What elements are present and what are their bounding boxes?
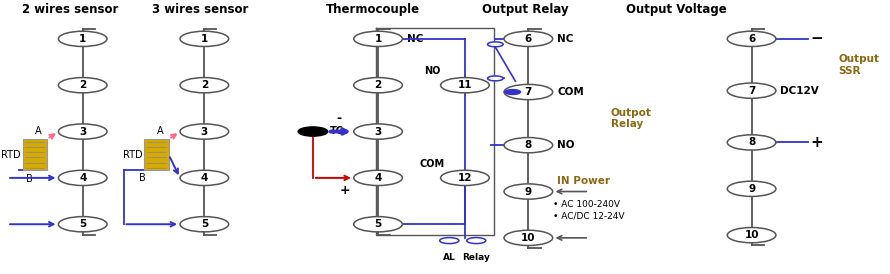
Circle shape bbox=[440, 238, 459, 244]
Text: DC12V: DC12V bbox=[781, 86, 819, 96]
Circle shape bbox=[298, 127, 328, 136]
Text: B: B bbox=[27, 174, 33, 184]
Circle shape bbox=[441, 170, 490, 185]
Text: 9: 9 bbox=[748, 184, 755, 194]
Text: 4: 4 bbox=[200, 173, 208, 183]
Text: 7: 7 bbox=[748, 86, 756, 96]
Circle shape bbox=[505, 90, 521, 95]
Text: B: B bbox=[139, 173, 146, 183]
Circle shape bbox=[180, 78, 229, 93]
Text: • AC 100-240V: • AC 100-240V bbox=[553, 200, 619, 209]
Text: A: A bbox=[35, 126, 42, 136]
Circle shape bbox=[466, 238, 486, 244]
Circle shape bbox=[59, 31, 107, 47]
Text: IN Power: IN Power bbox=[557, 176, 610, 186]
Circle shape bbox=[727, 31, 776, 47]
Text: 1: 1 bbox=[79, 34, 86, 44]
Text: 3: 3 bbox=[79, 127, 86, 136]
Text: 6: 6 bbox=[525, 34, 532, 44]
Text: Output Voltage: Output Voltage bbox=[626, 3, 726, 16]
Text: 4: 4 bbox=[375, 173, 382, 183]
Text: 8: 8 bbox=[748, 138, 756, 147]
Circle shape bbox=[441, 78, 490, 93]
Text: 3 wires sensor: 3 wires sensor bbox=[152, 3, 248, 16]
Text: 11: 11 bbox=[457, 80, 473, 90]
Circle shape bbox=[727, 135, 776, 150]
Text: 1: 1 bbox=[201, 34, 208, 44]
Circle shape bbox=[353, 78, 402, 93]
Text: 6: 6 bbox=[748, 34, 756, 44]
Text: +: + bbox=[340, 184, 351, 197]
Text: +: + bbox=[811, 135, 823, 150]
Circle shape bbox=[180, 124, 229, 139]
Text: TC: TC bbox=[330, 126, 344, 136]
Text: 8: 8 bbox=[525, 140, 532, 150]
Circle shape bbox=[504, 184, 553, 199]
Circle shape bbox=[504, 31, 553, 47]
Text: NO: NO bbox=[424, 67, 441, 76]
Text: B: B bbox=[150, 143, 157, 153]
Circle shape bbox=[180, 31, 229, 47]
Circle shape bbox=[180, 217, 229, 232]
Text: −: − bbox=[811, 31, 823, 46]
Text: 2 wires sensor: 2 wires sensor bbox=[22, 3, 118, 16]
Bar bbox=[23, 139, 47, 170]
Circle shape bbox=[353, 124, 402, 139]
Text: Thermocouple: Thermocouple bbox=[326, 3, 420, 16]
Text: 9: 9 bbox=[525, 187, 532, 196]
Circle shape bbox=[727, 83, 776, 98]
Text: 7: 7 bbox=[525, 87, 532, 97]
Circle shape bbox=[59, 170, 107, 185]
Text: NC: NC bbox=[407, 34, 423, 44]
Circle shape bbox=[353, 170, 402, 185]
Text: RTD: RTD bbox=[123, 150, 142, 160]
Circle shape bbox=[353, 217, 402, 232]
Circle shape bbox=[488, 76, 503, 81]
Text: 10: 10 bbox=[522, 233, 536, 243]
Text: Relay: Relay bbox=[462, 253, 490, 262]
Text: 1: 1 bbox=[375, 34, 382, 44]
Text: 3: 3 bbox=[201, 127, 208, 136]
Text: 3: 3 bbox=[375, 127, 382, 136]
Circle shape bbox=[59, 78, 107, 93]
Bar bbox=[144, 139, 169, 170]
Circle shape bbox=[59, 217, 107, 232]
Circle shape bbox=[504, 84, 553, 100]
Circle shape bbox=[353, 31, 402, 47]
Circle shape bbox=[504, 230, 553, 246]
Circle shape bbox=[180, 170, 229, 185]
Text: Output
SSR: Output SSR bbox=[838, 54, 879, 76]
Text: Outpot
Relay: Outpot Relay bbox=[611, 108, 651, 129]
Text: 2: 2 bbox=[375, 80, 382, 90]
Circle shape bbox=[59, 124, 107, 139]
Circle shape bbox=[727, 227, 776, 243]
Circle shape bbox=[504, 138, 553, 153]
Text: 10: 10 bbox=[744, 230, 759, 240]
Text: COM: COM bbox=[557, 87, 584, 97]
Text: • AC/DC 12-24V: • AC/DC 12-24V bbox=[553, 212, 624, 221]
Text: AL: AL bbox=[443, 253, 456, 262]
Circle shape bbox=[488, 42, 503, 47]
Text: 5: 5 bbox=[79, 219, 86, 229]
Text: 4: 4 bbox=[79, 173, 86, 183]
Text: 2: 2 bbox=[201, 80, 208, 90]
Text: -: - bbox=[336, 112, 342, 125]
Text: A: A bbox=[157, 126, 164, 136]
Text: Output Relay: Output Relay bbox=[482, 3, 569, 16]
Text: 5: 5 bbox=[375, 219, 382, 229]
Text: NO: NO bbox=[557, 140, 575, 150]
Text: RTD: RTD bbox=[2, 150, 21, 160]
Text: 2: 2 bbox=[79, 80, 86, 90]
Text: COM: COM bbox=[419, 159, 444, 169]
Text: NC: NC bbox=[557, 34, 573, 44]
Circle shape bbox=[727, 181, 776, 196]
Text: 5: 5 bbox=[201, 219, 208, 229]
Text: 12: 12 bbox=[457, 173, 473, 183]
